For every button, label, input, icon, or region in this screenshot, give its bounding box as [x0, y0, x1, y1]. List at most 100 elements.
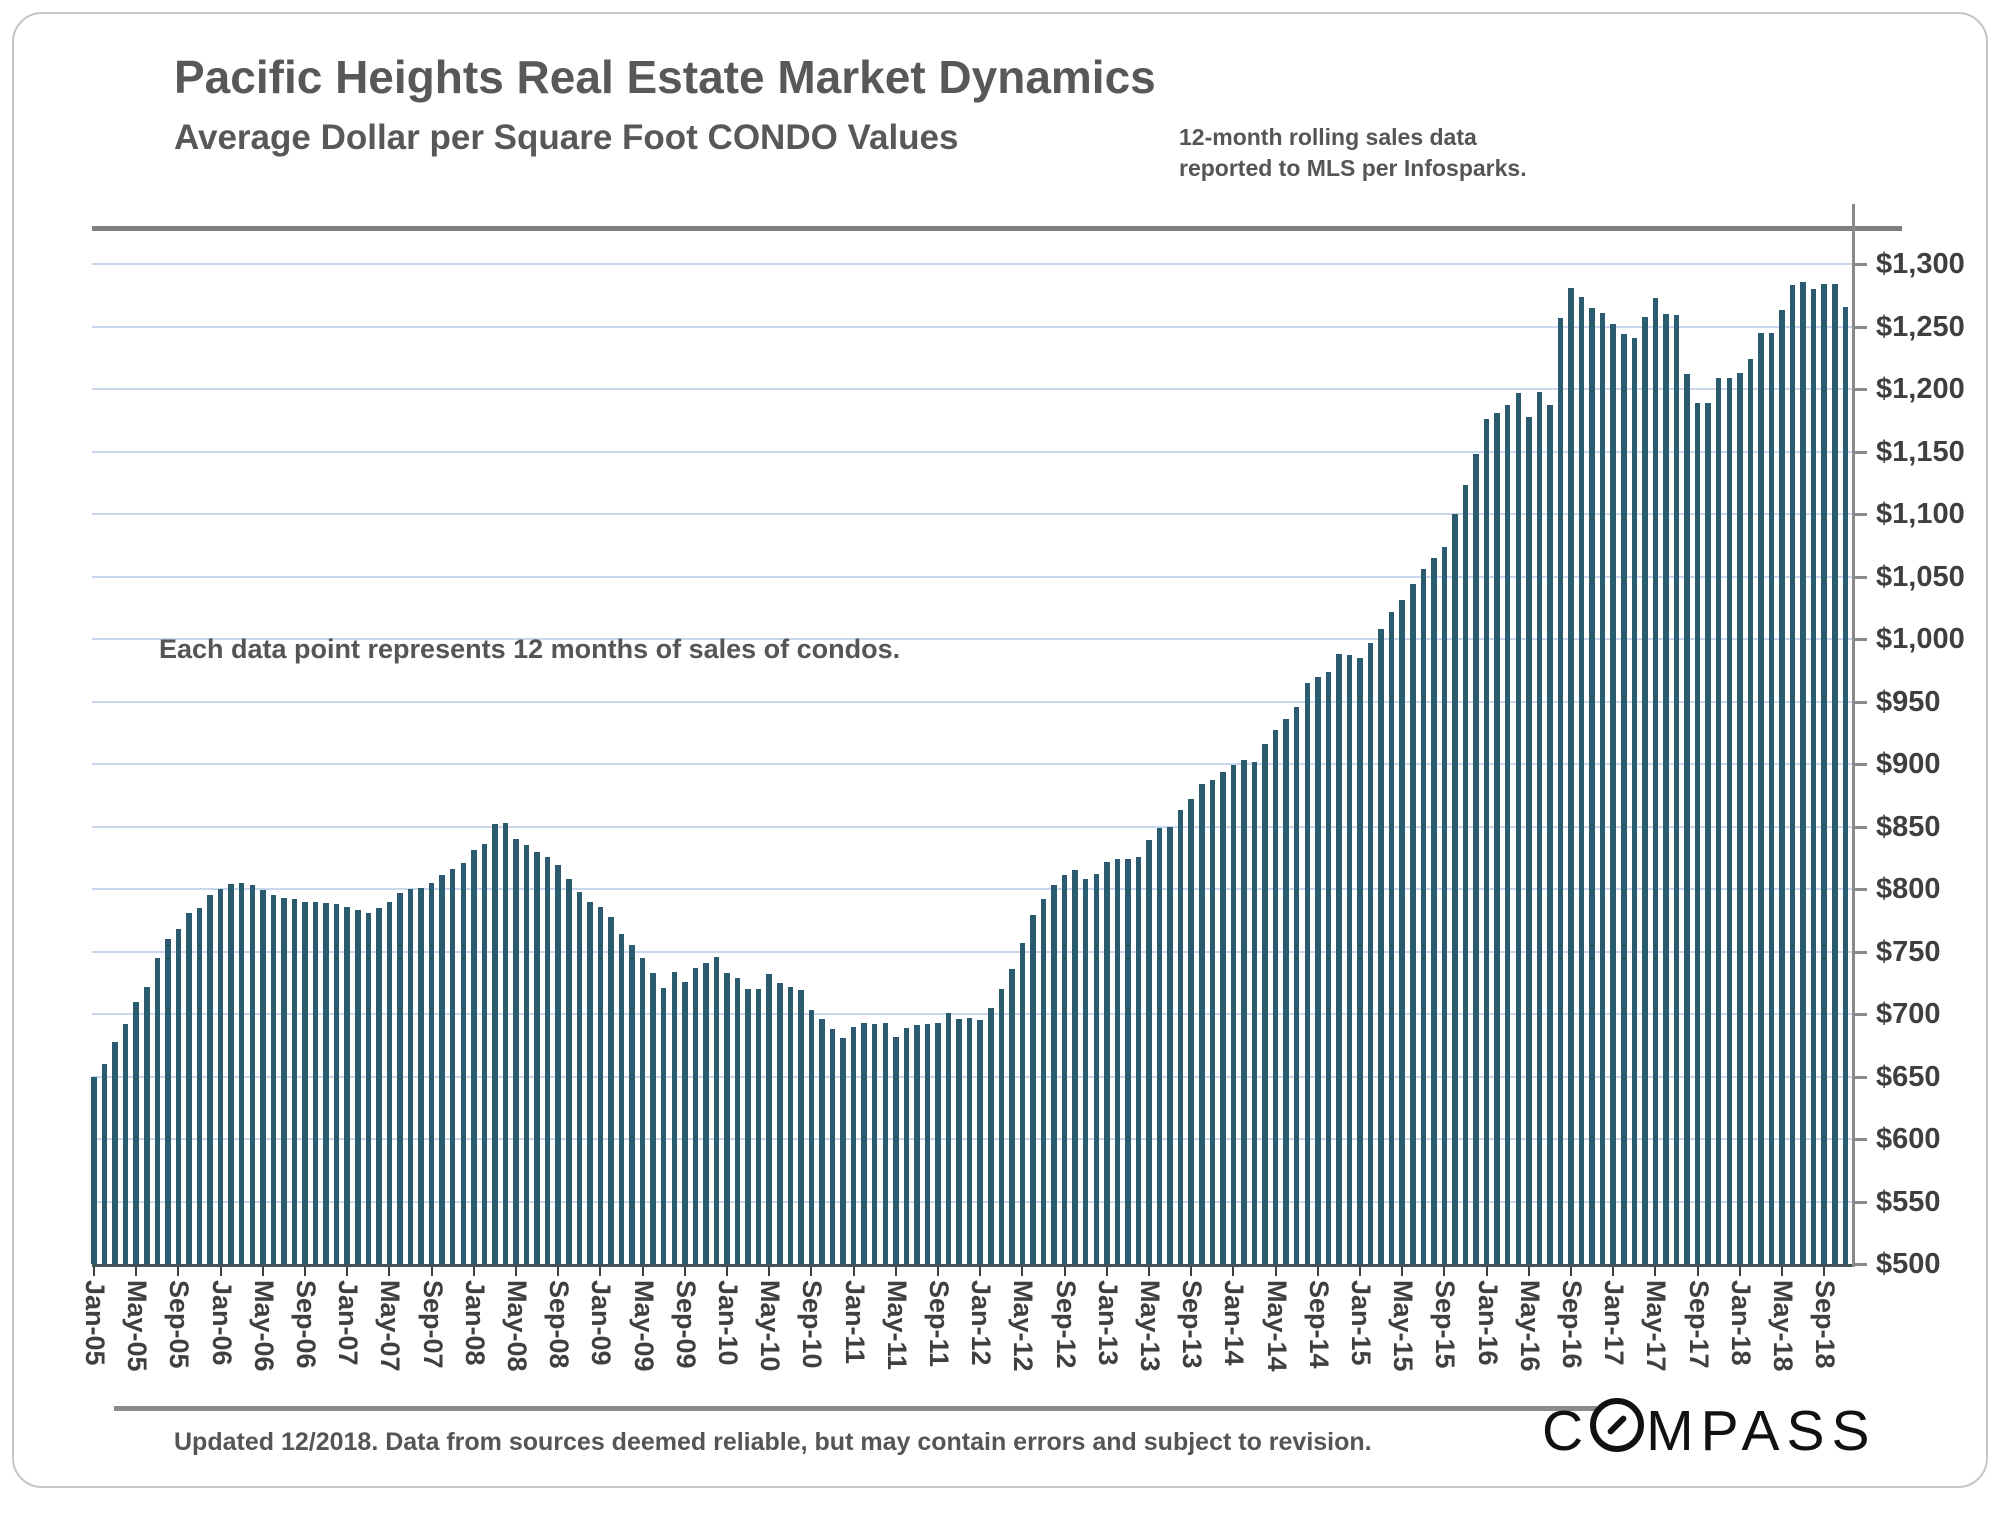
x-axis-tick — [346, 1267, 349, 1276]
bar — [1167, 826, 1173, 1264]
gridline — [92, 888, 1852, 890]
bar — [935, 1022, 941, 1264]
x-axis-tick — [979, 1267, 982, 1276]
y-axis-tick — [1855, 263, 1867, 266]
bar — [249, 885, 255, 1264]
compass-logo: C MPASS — [1542, 1396, 1877, 1464]
bar — [766, 974, 772, 1264]
bar — [1357, 657, 1363, 1264]
footer-divider — [114, 1406, 1597, 1411]
source-note: 12-month rolling sales data reported to … — [1179, 122, 1527, 184]
x-axis-tick — [1359, 1267, 1361, 1276]
bar — [1188, 799, 1194, 1264]
bar — [1293, 706, 1300, 1264]
bar — [1821, 284, 1827, 1264]
x-axis-tick — [894, 1267, 897, 1276]
x-axis-tick — [1063, 1267, 1066, 1276]
bar — [1388, 611, 1395, 1264]
x-axis-tick — [515, 1267, 517, 1276]
x-tick-label: May-06 — [248, 1280, 279, 1372]
y-tick-label: $1,250 — [1876, 310, 1965, 343]
bar — [1156, 827, 1163, 1264]
bar — [1346, 655, 1353, 1264]
bar — [154, 957, 161, 1264]
bar — [1768, 332, 1775, 1264]
bar — [1061, 875, 1068, 1264]
y-tick-label: $800 — [1876, 873, 1941, 905]
y-tick-label: $550 — [1876, 1185, 1941, 1218]
bar — [1378, 629, 1384, 1264]
bar — [344, 906, 350, 1264]
bar — [260, 890, 266, 1264]
gridline — [92, 763, 1852, 765]
bar — [1557, 317, 1564, 1264]
bar — [566, 879, 572, 1264]
x-tick-label: Sep-15 — [1430, 1280, 1461, 1369]
bar — [1093, 874, 1099, 1264]
x-tick-label: Jan-12 — [966, 1280, 997, 1366]
bar — [281, 897, 287, 1264]
bar — [1547, 405, 1553, 1264]
x-axis-tick — [1654, 1267, 1657, 1276]
bar — [1758, 332, 1764, 1264]
x-tick-label: Jan-06 — [206, 1280, 237, 1366]
x-axis-tick — [599, 1267, 602, 1276]
bar — [1515, 392, 1521, 1264]
gridline — [92, 950, 1852, 953]
bar — [165, 939, 171, 1264]
gridline — [92, 450, 1852, 453]
bar — [1019, 942, 1026, 1264]
bar — [175, 929, 182, 1264]
bar — [671, 971, 677, 1264]
x-axis-tick — [1485, 1267, 1488, 1276]
bar — [1072, 870, 1078, 1264]
x-axis-tick — [1823, 1267, 1826, 1276]
bar — [1504, 405, 1511, 1264]
gridline — [92, 325, 1852, 328]
bar — [692, 967, 699, 1264]
chart-subtitle: Average Dollar per Square Foot CONDO Val… — [174, 118, 959, 157]
bar — [1726, 377, 1732, 1264]
bar — [1209, 780, 1216, 1264]
bar — [903, 1027, 910, 1264]
bar — [576, 891, 583, 1264]
bar — [893, 1036, 899, 1264]
bar — [439, 875, 445, 1264]
bar — [914, 1025, 920, 1264]
bar — [1483, 419, 1490, 1264]
x-tick-label: Sep-16 — [1557, 1280, 1587, 1369]
bar — [988, 1007, 994, 1264]
bar — [1642, 316, 1648, 1264]
bar — [1009, 969, 1015, 1264]
x-tick-label: Jan-18 — [1725, 1280, 1756, 1366]
gridline — [92, 700, 1852, 703]
x-tick-label: May-14 — [1261, 1280, 1292, 1372]
y-axis-tick — [1855, 513, 1867, 516]
bar — [1199, 784, 1205, 1264]
bar — [1315, 676, 1321, 1264]
x-axis-tick — [1443, 1267, 1446, 1276]
bar — [1135, 856, 1142, 1264]
bar — [207, 895, 213, 1264]
bar — [924, 1024, 931, 1264]
bar — [1473, 454, 1479, 1264]
x-tick-label: Jan-15 — [1346, 1280, 1376, 1366]
bar — [1030, 915, 1036, 1264]
y-tick-label: $1,300 — [1876, 248, 1965, 280]
bar — [1610, 324, 1616, 1264]
bar — [945, 1012, 952, 1264]
y-tick-label: $1,100 — [1876, 498, 1965, 530]
bar — [1251, 761, 1258, 1264]
bar — [713, 956, 720, 1264]
y-axis-tick — [1855, 575, 1867, 579]
x-axis-line — [92, 1264, 1854, 1267]
bar — [682, 981, 688, 1264]
bar — [449, 869, 456, 1264]
x-axis-tick — [557, 1267, 560, 1276]
x-tick-label: Sep-12 — [1050, 1280, 1081, 1369]
bar — [1494, 412, 1500, 1264]
compass-needle-o-icon — [1590, 1398, 1645, 1452]
x-tick-label: May-11 — [881, 1280, 912, 1371]
x-axis-tick — [726, 1267, 728, 1276]
bar — [1462, 485, 1469, 1264]
